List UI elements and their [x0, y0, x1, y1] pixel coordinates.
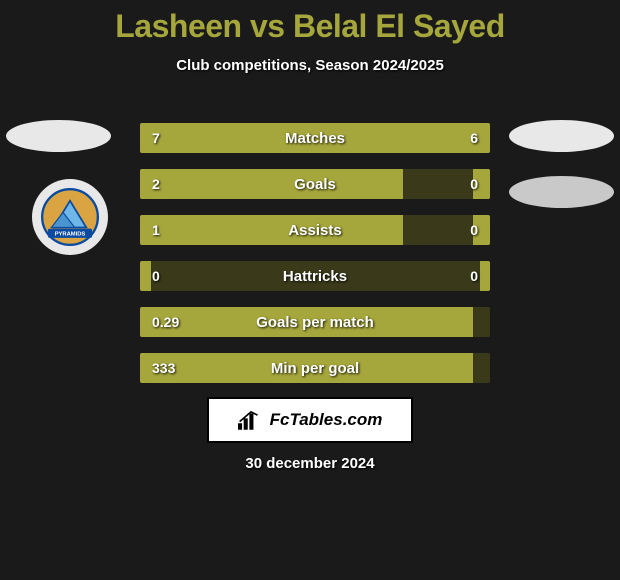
stat-row: 0 0Hattricks [140, 261, 490, 291]
stat-label: Hattricks [140, 261, 490, 291]
stat-bar-right [473, 169, 491, 199]
stat-row: 20Goals [140, 169, 490, 199]
page-subtitle: Club competitions, Season 2024/2025 [0, 57, 620, 74]
stat-bar-right [473, 215, 491, 245]
footer-brand-badge: FcTables.com [207, 397, 413, 443]
stat-bar-left [140, 169, 403, 199]
stat-row: 0.29Goals per match [140, 307, 490, 337]
stat-bar-right [329, 123, 490, 153]
footer-date: 30 december 2024 [0, 455, 620, 472]
player1-avatar-placeholder [6, 120, 111, 152]
footer-brand-text: FcTables.com [270, 410, 383, 430]
page-title: Lasheen vs Belal El Sayed [0, 0, 620, 45]
stat-bar-left [140, 215, 403, 245]
fctables-logo-icon [238, 409, 264, 431]
stat-bar-left [140, 261, 151, 291]
stat-row: 333Min per goal [140, 353, 490, 383]
player1-club-badge: PYRAMIDS [32, 179, 108, 255]
stat-bar-right [480, 261, 491, 291]
stat-value-left: 0 [152, 261, 160, 291]
svg-text:PYRAMIDS: PYRAMIDS [55, 232, 86, 238]
stat-row: 10Assists [140, 215, 490, 245]
pyramids-icon: PYRAMIDS [41, 188, 99, 246]
stats-bars: 76Matches 20Goals 10Assists 0 0Hattricks 0.29… [140, 123, 490, 399]
stat-bar-left [140, 123, 329, 153]
player2-club-placeholder [509, 176, 614, 208]
stat-bar-left [140, 353, 473, 383]
player2-avatar-placeholder [509, 120, 614, 152]
stat-row: 76Matches [140, 123, 490, 153]
stat-value-right: 0 [470, 261, 478, 291]
stat-bar-left [140, 307, 473, 337]
